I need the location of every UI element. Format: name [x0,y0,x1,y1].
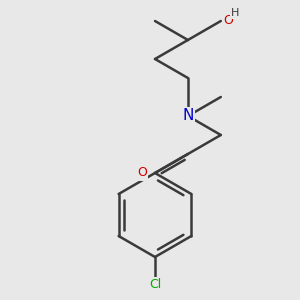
Text: O: O [223,14,233,28]
Text: Cl: Cl [149,278,161,292]
Text: N: N [182,109,194,124]
Text: O: O [137,167,147,179]
Text: H: H [231,8,239,18]
